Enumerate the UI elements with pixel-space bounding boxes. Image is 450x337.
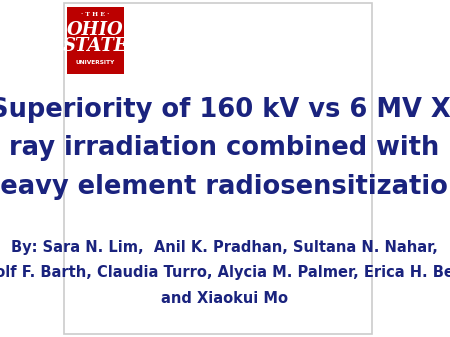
Text: OHIO: OHIO xyxy=(67,21,124,39)
Text: STATE: STATE xyxy=(63,37,128,55)
Text: Rolf F. Barth, Claudia Turro, Alycia M. Palmer, Erica H. Bell: Rolf F. Barth, Claudia Turro, Alycia M. … xyxy=(0,266,450,280)
Text: By: Sara N. Lim,  Anil K. Pradhan, Sultana N. Nahar,: By: Sara N. Lim, Anil K. Pradhan, Sultan… xyxy=(11,240,438,255)
FancyBboxPatch shape xyxy=(67,7,124,74)
Text: and Xiaokui Mo: and Xiaokui Mo xyxy=(161,291,288,306)
Text: · T H E ·: · T H E · xyxy=(81,12,109,17)
FancyBboxPatch shape xyxy=(64,3,372,334)
Text: Superiority of 160 kV vs 6 MV X-: Superiority of 160 kV vs 6 MV X- xyxy=(0,96,450,123)
Text: ray irradiation combined with: ray irradiation combined with xyxy=(9,135,440,161)
Text: heavy element radiosensitization: heavy element radiosensitization xyxy=(0,174,450,200)
Text: UNIVERSITY: UNIVERSITY xyxy=(76,60,115,65)
